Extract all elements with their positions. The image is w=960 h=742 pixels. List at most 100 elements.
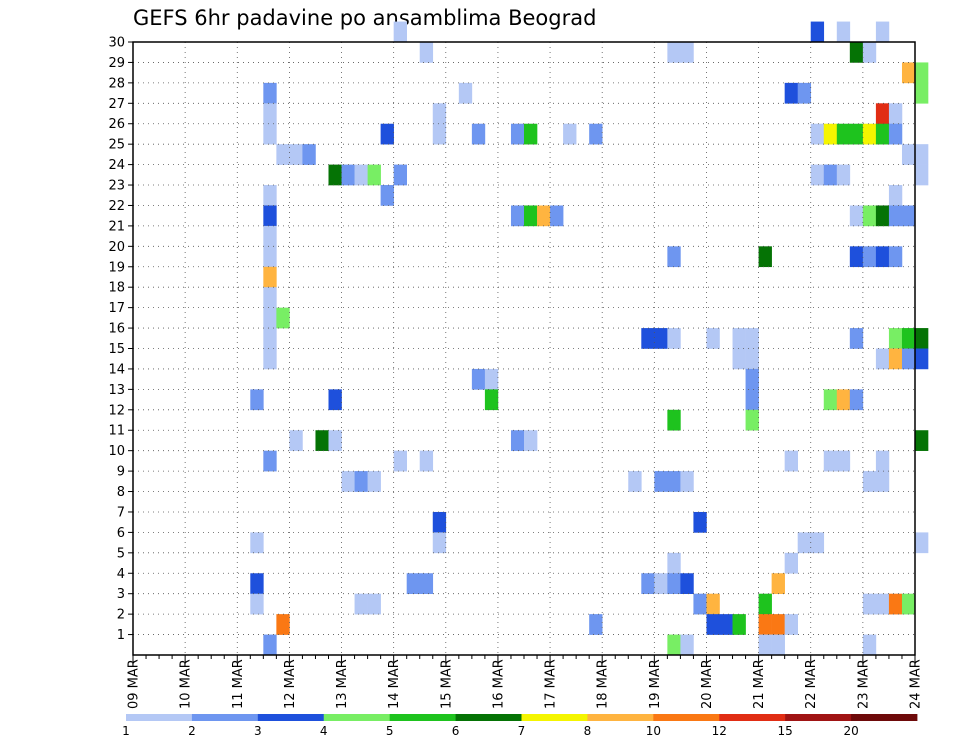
y-tick-label: 17 xyxy=(108,301,125,316)
precip-cell xyxy=(589,123,603,145)
precip-cell xyxy=(510,430,525,451)
y-tick-label: 24 xyxy=(108,158,125,173)
legend-label: 12 xyxy=(712,724,727,738)
y-tick-label: 23 xyxy=(108,179,125,194)
precip-cell xyxy=(784,82,798,104)
precip-cell xyxy=(263,450,277,472)
precip-cell xyxy=(458,82,473,104)
precip-cell xyxy=(406,573,421,594)
y-tick-label: 13 xyxy=(108,383,125,398)
y-tick-label: 15 xyxy=(108,342,125,357)
precip-cell xyxy=(510,123,525,145)
legend-swatch xyxy=(126,714,193,721)
y-tick-label: 14 xyxy=(108,362,125,377)
precip-cell xyxy=(263,634,277,656)
precip-cell xyxy=(589,614,603,635)
precip-cell xyxy=(524,430,538,451)
legend-label: 1 xyxy=(122,724,130,738)
precip-cell xyxy=(667,634,681,656)
precip-cell xyxy=(654,471,668,492)
precip-cell xyxy=(758,634,772,656)
y-tick-label: 27 xyxy=(108,97,125,112)
precip-cell xyxy=(888,328,903,349)
precip-cell xyxy=(250,389,264,411)
y-tick-label: 3 xyxy=(117,587,125,602)
precip-cell xyxy=(758,246,772,268)
precip-cell xyxy=(706,614,720,635)
precip-cell xyxy=(654,328,668,349)
precip-cell xyxy=(263,185,277,206)
precip-cell xyxy=(680,42,694,63)
precip-cell xyxy=(680,634,694,656)
precip-cell xyxy=(823,123,838,145)
precip-cell xyxy=(393,164,407,186)
precip-cell xyxy=(328,389,342,411)
chart-title: GEFS 6hr padavine po ansamblima Beograd xyxy=(133,6,596,30)
legend-swatch xyxy=(191,714,259,721)
precip-cell xyxy=(915,144,929,165)
legend-swatch xyxy=(257,714,325,721)
y-tick-label: 20 xyxy=(108,240,125,255)
x-tick-label: 14 MAR xyxy=(387,659,402,709)
precip-cell xyxy=(641,573,655,594)
precip-cell xyxy=(915,348,929,370)
precip-cell xyxy=(771,614,785,635)
precip-cell xyxy=(875,348,890,370)
precip-cell xyxy=(263,225,277,247)
y-tick-label: 29 xyxy=(108,56,125,71)
precip-cell xyxy=(745,368,759,390)
precip-cell xyxy=(667,573,681,594)
precip-cell xyxy=(263,205,277,227)
legend-swatch xyxy=(851,714,918,721)
x-tick-label: 17 MAR xyxy=(544,659,559,709)
precip-cell xyxy=(823,389,838,411)
x-tick-label: 22 MAR xyxy=(804,659,819,709)
precip-cell xyxy=(836,21,851,43)
y-tick-label: 9 xyxy=(117,465,125,480)
legend-swatch xyxy=(521,714,588,721)
legend-swatch xyxy=(785,714,852,721)
precip-cell xyxy=(784,552,798,574)
precip-cell xyxy=(823,164,838,186)
precip-cell xyxy=(419,450,434,472)
precip-cell xyxy=(380,123,394,145)
precip-cell xyxy=(745,409,759,431)
precip-cell xyxy=(810,164,825,186)
x-tick-label: 12 MAR xyxy=(283,659,298,709)
y-axis: 1234567891011121314151617181920212223242… xyxy=(108,36,133,643)
precip-cell xyxy=(784,450,798,472)
x-tick-label: 20 MAR xyxy=(700,659,715,709)
precip-cell xyxy=(328,164,342,186)
y-tick-label: 10 xyxy=(108,444,125,459)
precip-cell xyxy=(849,123,864,145)
y-tick-label: 16 xyxy=(108,322,125,337)
precip-cell xyxy=(263,328,277,349)
precip-cell xyxy=(419,42,434,63)
y-tick-label: 21 xyxy=(108,219,125,234)
precip-cell xyxy=(875,123,890,145)
precip-cell xyxy=(875,450,890,472)
precip-cell xyxy=(263,287,277,308)
precip-cell xyxy=(484,368,499,390)
x-tick-label: 18 MAR xyxy=(596,659,611,709)
precip-cell xyxy=(745,348,759,370)
x-axis: 09 MAR 10 MAR 11 MAR 12 MAR 13 MAR 14 MAR 15 M… xyxy=(127,655,924,709)
precip-cell xyxy=(367,164,381,186)
x-tick-label: 15 MAR xyxy=(439,659,454,709)
legend-swatch xyxy=(455,714,522,721)
precip-cell xyxy=(862,205,877,227)
precip-cell xyxy=(263,123,277,145)
precip-cell xyxy=(432,532,447,554)
y-tick-label: 7 xyxy=(117,505,125,520)
x-tick-label: 24 MAR xyxy=(909,659,924,709)
y-tick-label: 12 xyxy=(108,403,125,418)
precip-cell xyxy=(888,205,903,227)
precip-cell xyxy=(667,471,681,492)
precip-cell xyxy=(524,123,538,145)
y-tick-label: 4 xyxy=(117,567,125,582)
precip-cell xyxy=(875,593,890,615)
precip-cell xyxy=(836,123,851,145)
precip-cell xyxy=(732,328,746,349)
precip-cell xyxy=(915,430,929,451)
cell-layer xyxy=(250,21,929,656)
